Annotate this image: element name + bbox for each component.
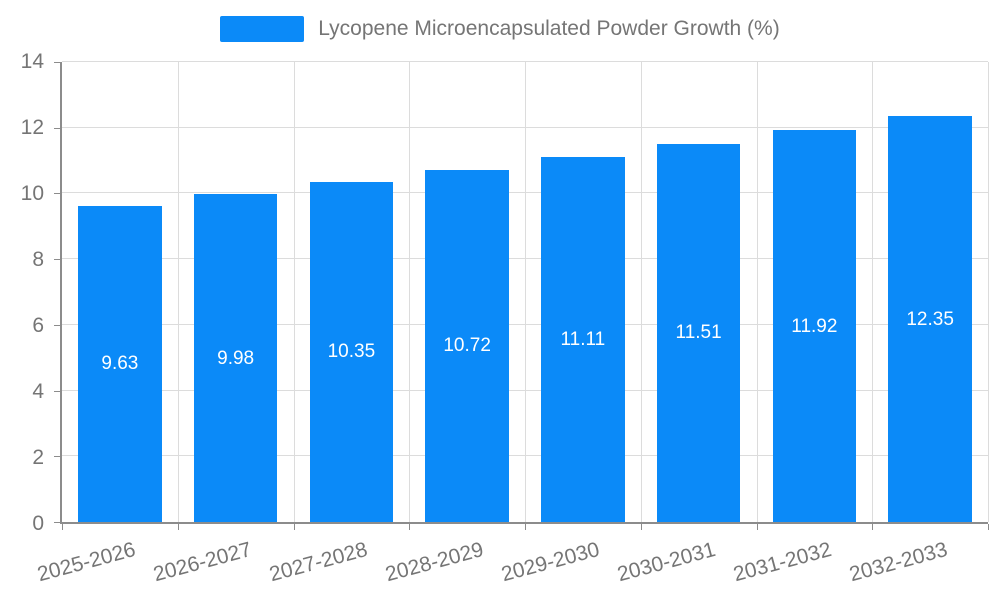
- x-tick-label: 2028-2029: [382, 538, 486, 587]
- gridline-horizontal: [62, 61, 988, 62]
- y-tick-mark: [54, 456, 60, 458]
- bar-value-label: 9.98: [217, 347, 255, 369]
- y-tick-mark: [54, 127, 60, 129]
- x-tick-mark: [640, 524, 642, 530]
- x-axis: 2025-2026 2026-2027 2027-2028 2028-2029 2029…: [35, 528, 988, 598]
- y-tick-mark: [54, 522, 60, 523]
- gridline-vertical: [409, 62, 411, 522]
- legend-swatch: [220, 16, 305, 42]
- bar-value-label: 9.63: [101, 353, 139, 375]
- x-tick-mark: [293, 524, 295, 530]
- x-tick-label: 2027-2028: [266, 538, 370, 587]
- x-tick-mark: [756, 524, 758, 530]
- y-tick-label: 10: [20, 182, 44, 205]
- y-tick-label: 6: [32, 314, 44, 337]
- y-tick-label: 12: [20, 116, 44, 139]
- bar: 11.11: [541, 156, 625, 522]
- legend: Lycopene Microencapsulated Powder Growth…: [0, 16, 1000, 42]
- legend-label: Lycopene Microencapsulated Powder Growth…: [318, 17, 780, 40]
- x-tick-mark: [988, 524, 989, 530]
- y-tick-mark: [54, 62, 60, 63]
- y-tick-label: 14: [20, 50, 44, 73]
- y-tick-label: 0: [32, 512, 44, 535]
- y-tick-mark: [54, 390, 60, 392]
- bar: 9.98: [193, 194, 278, 522]
- y-tick-label: 2: [32, 446, 44, 469]
- gridline-vertical: [756, 62, 758, 522]
- x-tick-label: 2031-2032: [730, 538, 834, 587]
- bar-value-label: 11.11: [560, 328, 606, 350]
- y-tick-label: 4: [32, 380, 44, 403]
- y-tick-mark: [54, 259, 60, 261]
- y-tick-mark: [54, 193, 60, 195]
- bar: 10.72: [425, 169, 509, 522]
- plot-area: 9.63 9.98 10.35 10.72 11.11 11.51 11.92 12.35: [54, 61, 989, 530]
- gridline-vertical: [640, 62, 642, 522]
- bar: 11.92: [772, 130, 857, 522]
- x-tick-mark: [525, 524, 526, 530]
- bar-value-label: 11.51: [675, 322, 722, 344]
- x-tick-mark: [177, 524, 179, 530]
- x-tick-label: 2026-2027: [150, 538, 254, 587]
- y-tick-label: 8: [32, 248, 44, 271]
- x-tick-label: 2029-2030: [498, 538, 602, 587]
- y-tick-mark: [54, 324, 60, 326]
- x-tick-label: 2025-2026: [34, 538, 138, 587]
- bar-value-label: 10.35: [327, 341, 376, 363]
- gridline-vertical: [293, 62, 295, 522]
- x-tick-label: 2030-2031: [614, 538, 718, 587]
- bar-value-label: 12.35: [906, 308, 954, 330]
- bar: 9.63: [78, 205, 162, 522]
- gridline-vertical: [988, 62, 989, 522]
- y-axis: 0 2 4 6 8 10 12 14: [0, 50, 50, 535]
- bar-value-label: 11.92: [791, 315, 838, 337]
- x-tick-mark: [409, 524, 411, 530]
- gridline-vertical: [872, 62, 874, 522]
- x-tick-mark: [62, 524, 63, 530]
- bar: 12.35: [888, 116, 972, 522]
- bar: 11.51: [656, 143, 741, 522]
- x-tick-mark: [872, 524, 874, 530]
- bar: 10.35: [309, 181, 394, 522]
- bar-value-label: 10.72: [443, 335, 491, 357]
- x-tick-label: 2032-2033: [846, 538, 950, 587]
- gridline-vertical: [525, 62, 526, 522]
- gridline-vertical: [177, 62, 179, 522]
